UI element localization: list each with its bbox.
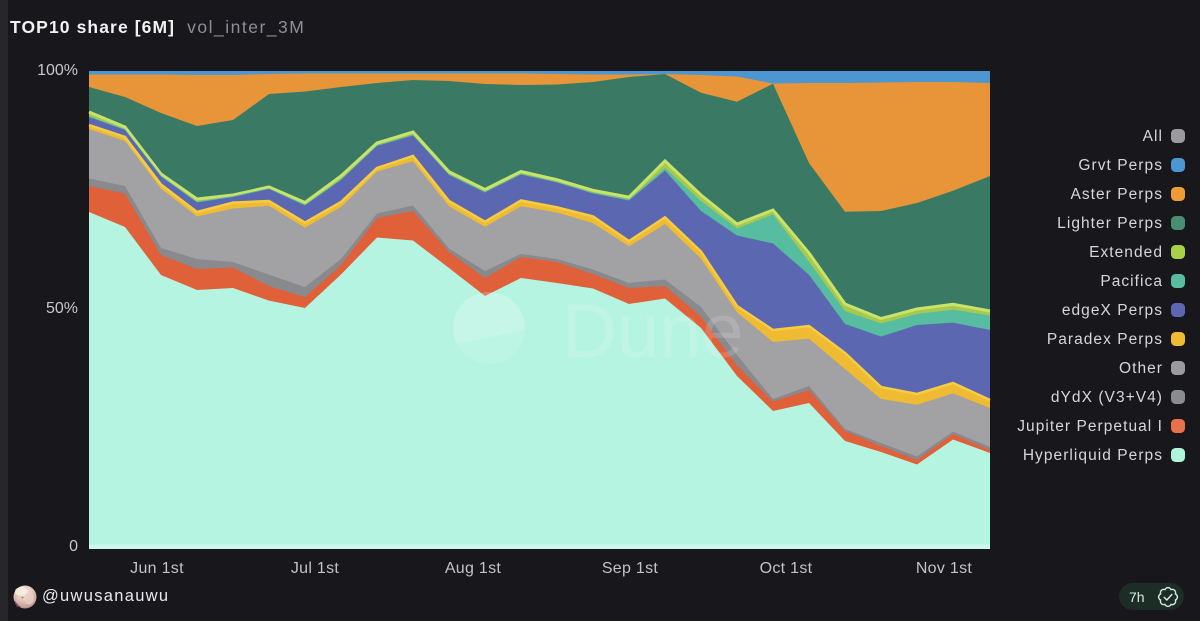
svg-text:Dune: Dune [562,289,744,374]
